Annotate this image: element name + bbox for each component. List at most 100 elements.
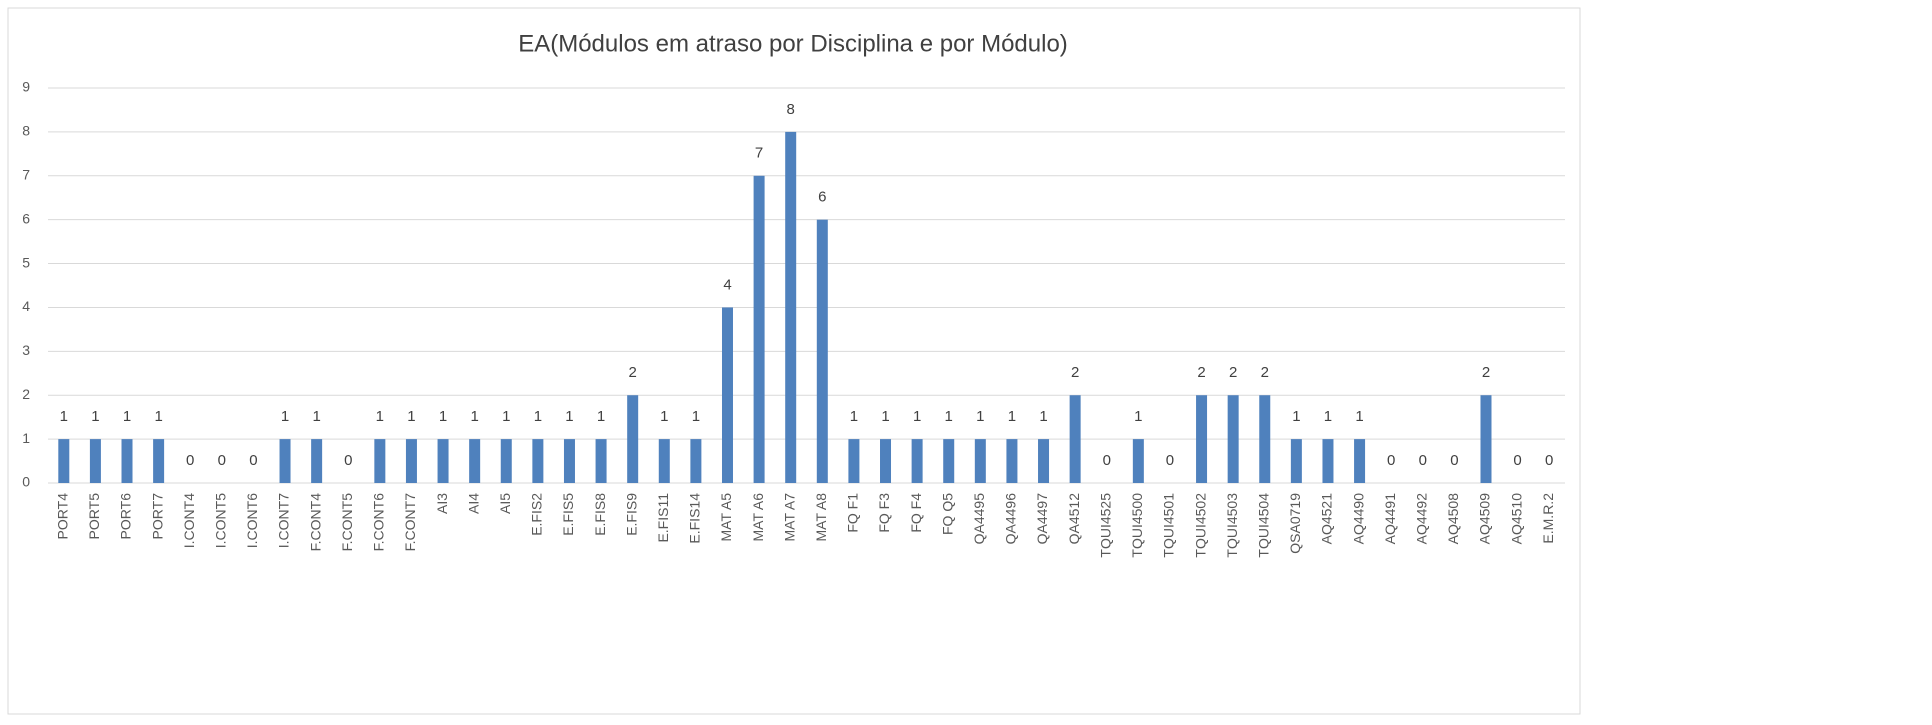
x-tick-label: MAT A5 (718, 493, 734, 542)
bar (405, 439, 417, 483)
bar (1259, 395, 1271, 483)
data-label: 1 (945, 408, 953, 425)
bar (943, 439, 955, 483)
data-label: 1 (123, 408, 131, 425)
y-tick-label: 9 (22, 79, 30, 95)
data-label: 1 (470, 408, 478, 425)
data-label: 1 (660, 408, 668, 425)
x-tick-label: E.FIS5 (560, 493, 576, 536)
x-tick-label: E.FIS11 (655, 493, 671, 543)
x-tick-label: I.CONT5 (213, 493, 229, 548)
bar (153, 439, 165, 483)
x-tick-label: TQUI4525 (1097, 493, 1113, 558)
x-tick-label: FQ Q5 (939, 493, 955, 535)
data-label: 8 (787, 101, 795, 118)
x-tick-label: MAT A6 (750, 493, 766, 542)
bar (563, 439, 575, 483)
x-tick-label: I.CONT4 (181, 493, 197, 548)
data-label: 0 (1103, 452, 1111, 469)
data-label: 0 (344, 452, 352, 469)
y-tick-label: 7 (22, 166, 30, 182)
x-tick-label: QA4495 (971, 493, 987, 545)
x-tick-label: PORT4 (55, 493, 71, 540)
data-label: 1 (281, 408, 289, 425)
bar (911, 439, 923, 483)
bar (1322, 439, 1334, 483)
y-tick-label: 4 (22, 298, 30, 314)
bar (89, 439, 101, 483)
x-tick-label: I.CONT6 (244, 493, 260, 548)
bar (848, 439, 860, 483)
data-label: 1 (976, 408, 984, 425)
y-tick-label: 0 (22, 474, 30, 490)
x-tick-label: AQ4492 (1413, 493, 1429, 545)
data-label: 0 (218, 452, 226, 469)
bar (1006, 439, 1018, 483)
data-label: 1 (565, 408, 573, 425)
data-label: 1 (1324, 408, 1332, 425)
chart-title: EA(Módulos em atraso por Disciplina e po… (518, 30, 1068, 57)
x-tick-label: F.CONT5 (339, 493, 355, 552)
bar (500, 439, 512, 483)
data-label: 1 (502, 408, 510, 425)
x-tick-label: QA4512 (1066, 493, 1082, 545)
bar (58, 439, 70, 483)
bar (753, 175, 765, 483)
data-label: 1 (376, 408, 384, 425)
data-label: 1 (692, 408, 700, 425)
data-label: 2 (1197, 364, 1205, 381)
x-tick-label: TQUI4500 (1129, 493, 1145, 558)
data-label: 1 (60, 408, 68, 425)
y-tick-label: 5 (22, 254, 30, 270)
x-tick-label: AQ4508 (1445, 493, 1461, 545)
bar (279, 439, 291, 483)
data-label: 1 (597, 408, 605, 425)
x-tick-label: TQUI4504 (1255, 493, 1271, 558)
bar (785, 131, 797, 483)
bar (880, 439, 892, 483)
x-tick-label: FQ F4 (908, 493, 924, 533)
data-label: 2 (1229, 364, 1237, 381)
y-tick-label: 6 (22, 210, 30, 226)
x-tick-label: MAT A8 (813, 493, 829, 542)
data-label: 0 (1545, 452, 1553, 469)
bar (1132, 439, 1144, 483)
data-label: 1 (534, 408, 542, 425)
bar (627, 395, 639, 483)
x-tick-label: F.CONT7 (402, 493, 418, 552)
data-label: 1 (1355, 408, 1363, 425)
bar (1038, 439, 1050, 483)
y-tick-label: 3 (22, 342, 30, 358)
data-label: 1 (1292, 408, 1300, 425)
data-label: 4 (723, 276, 731, 293)
bar (121, 439, 133, 483)
bar (374, 439, 386, 483)
x-tick-label: TQUI4501 (1161, 493, 1177, 558)
y-tick-label: 8 (22, 123, 30, 139)
x-tick-label: PORT6 (118, 493, 134, 540)
bar (595, 439, 607, 483)
bar (1227, 395, 1239, 483)
x-tick-label: TQUI4502 (1192, 493, 1208, 558)
x-tick-label: QSA0719 (1287, 493, 1303, 554)
x-tick-label: PORT5 (86, 493, 102, 540)
x-tick-label: AI3 (434, 493, 450, 514)
data-label: 0 (249, 452, 257, 469)
data-label: 7 (755, 145, 763, 162)
data-label: 1 (850, 408, 858, 425)
data-label: 1 (1039, 408, 1047, 425)
x-tick-label: AI4 (465, 493, 481, 514)
bar (658, 439, 670, 483)
x-tick-label: AI5 (497, 493, 513, 514)
bar (1196, 395, 1208, 483)
bar (1290, 439, 1302, 483)
data-label: 6 (818, 189, 826, 206)
bar (690, 439, 702, 483)
data-label: 1 (154, 408, 162, 425)
y-tick-label: 2 (22, 386, 30, 402)
bar (974, 439, 986, 483)
data-label: 0 (1387, 452, 1395, 469)
x-tick-label: QA4497 (1034, 493, 1050, 545)
